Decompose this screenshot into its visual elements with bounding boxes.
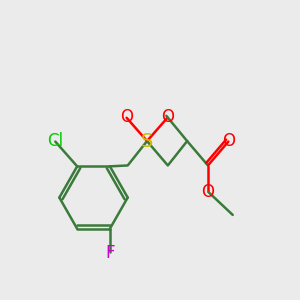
Text: O: O (120, 108, 133, 126)
Text: Cl: Cl (47, 132, 63, 150)
Text: F: F (105, 244, 115, 262)
Text: O: O (202, 183, 214, 201)
Text: S: S (141, 132, 153, 151)
Text: O: O (161, 108, 174, 126)
Text: O: O (222, 132, 235, 150)
